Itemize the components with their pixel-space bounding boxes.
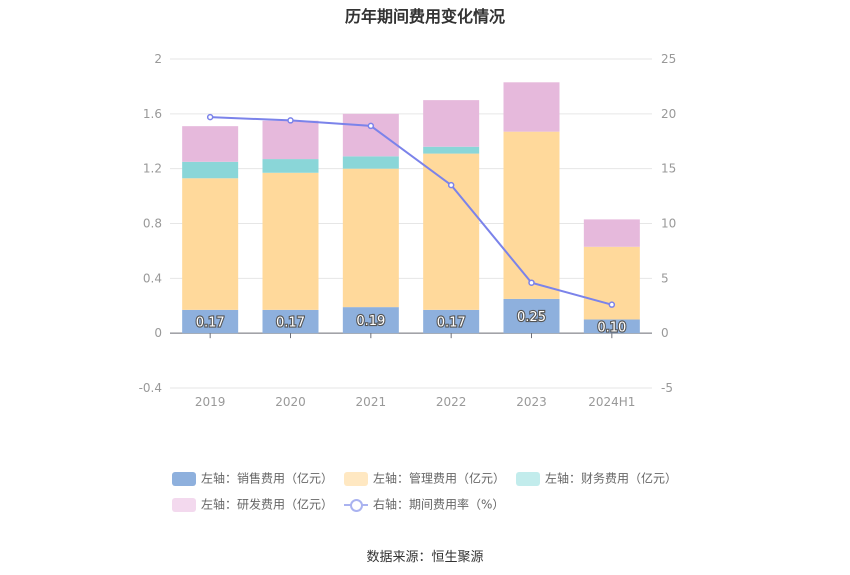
bar-segment: [583, 319, 640, 334]
legend-label-finance: 左轴：财务费用（亿元）: [545, 471, 678, 486]
y-left-tick-label: 1.6: [143, 107, 162, 121]
bar-segment: [423, 153, 480, 310]
y-left-tick-label: 0.8: [143, 217, 162, 231]
x-tick-label: 2019: [195, 395, 226, 409]
bar-segment: [503, 298, 560, 334]
legend-swatch-finance: [516, 471, 540, 486]
x-tick-label: 2024H1: [588, 395, 635, 409]
bar-segment: [262, 309, 319, 334]
bar-segment: [503, 131, 560, 299]
data-source: 数据来源：恒生聚源: [366, 550, 484, 565]
y-left-tick-label: -0.4: [139, 381, 162, 395]
y-right-tick-label: 5: [661, 271, 669, 285]
line-point: [367, 122, 375, 130]
legend-item-sales[interactable]: 左轴：销售费用（亿元）: [172, 470, 333, 486]
legend-item-rnd[interactable]: 左轴：研发费用（亿元）: [172, 496, 333, 512]
legend-label-rnd: 左轴：研发费用（亿元）: [201, 497, 334, 512]
line-point: [528, 279, 535, 286]
bar-segment: [583, 219, 640, 247]
bar-data-label: 0.25: [517, 310, 546, 325]
legend-swatch-rnd: [172, 497, 196, 512]
bar-segment: [342, 307, 399, 334]
x-tick-label: 2020: [275, 395, 306, 409]
legend-item-admin[interactable]: 左轴：管理费用（亿元）: [344, 470, 505, 486]
bar-segment: [423, 309, 480, 334]
bar-data-label: 0.10: [597, 320, 626, 335]
y-right-tick-label: 20: [661, 107, 676, 121]
legend-swatch-admin: [344, 471, 368, 486]
bar-segment: [182, 309, 239, 334]
x-tick-label: 2023: [516, 395, 547, 409]
legend-item-expense-rate[interactable]: 右轴：期间费用率（%）: [344, 496, 504, 512]
line-point: [287, 117, 294, 124]
legend-label-expense-rate: 右轴：期间费用率（%）: [373, 497, 505, 512]
bar-segment: [182, 161, 239, 179]
bar-segment: [423, 146, 480, 154]
y-left-tick-label: 2: [154, 52, 162, 66]
y-right-tick-label: 0: [661, 326, 669, 340]
bar-data-label: 0.17: [276, 316, 305, 331]
bar-segment: [423, 100, 480, 147]
line-point: [608, 301, 616, 308]
legend-label-admin: 左轴：管理费用（亿元）: [373, 471, 506, 486]
y-left-tick-label: 0.4: [143, 271, 162, 285]
bar-segment: [342, 113, 399, 157]
y-right-tick-label: 10: [661, 217, 676, 231]
y-left-tick-label: 1.2: [143, 162, 162, 176]
y-left-tick-label: 0: [154, 326, 162, 340]
bar-data-label: 0.19: [356, 314, 385, 329]
bar-data-label: 0.17: [437, 316, 466, 331]
line-point: [447, 181, 455, 189]
y-right-tick-label: -5: [661, 381, 673, 395]
chart-title: 历年期间费用变化情况: [344, 7, 505, 26]
bar-segment: [182, 126, 239, 162]
line-series-expense-rate: [210, 116, 613, 306]
legend-line-marker-icon: [344, 498, 368, 512]
bar-segment: [503, 82, 560, 132]
bar-segment: [262, 120, 319, 160]
x-tick-label: 2022: [436, 395, 467, 409]
legend-swatch-sales: [172, 471, 196, 486]
bar-segment: [583, 246, 640, 320]
bar-segment: [342, 168, 399, 308]
bar-segment: [262, 172, 319, 310]
y-right-tick-label: 25: [661, 52, 676, 66]
x-tick-label: 2021: [356, 395, 387, 409]
line-point: [206, 113, 214, 121]
legend-label-sales: 左轴：销售费用（亿元）: [201, 471, 334, 486]
legend-item-finance[interactable]: 左轴：财务费用（亿元）: [516, 470, 677, 486]
bar-segment: [182, 178, 239, 310]
bar-segment: [342, 156, 399, 169]
bar-data-label: 0.17: [196, 316, 225, 331]
bar-segment: [262, 159, 319, 173]
y-right-tick-label: 15: [661, 162, 676, 176]
